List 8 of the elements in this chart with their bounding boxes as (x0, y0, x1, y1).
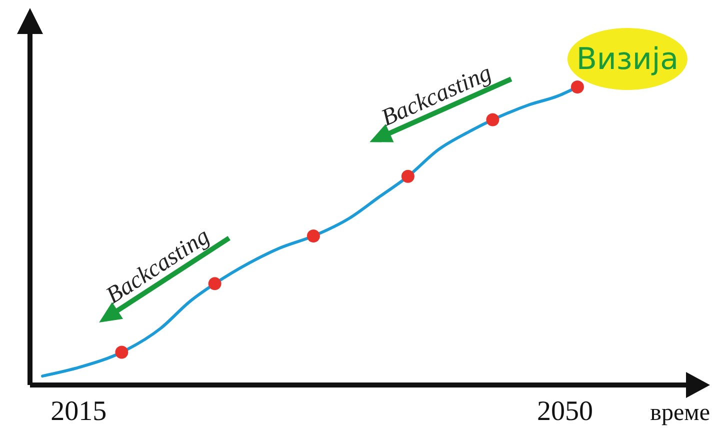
point (401, 170, 414, 183)
x-axis-title: време (650, 400, 710, 426)
point (570, 80, 584, 94)
x-tick-label: 2015 (50, 396, 107, 427)
point (115, 346, 128, 359)
x-tick-label: 2050 (536, 396, 593, 427)
point (306, 230, 320, 242)
annotation: Визија (576, 42, 679, 77)
